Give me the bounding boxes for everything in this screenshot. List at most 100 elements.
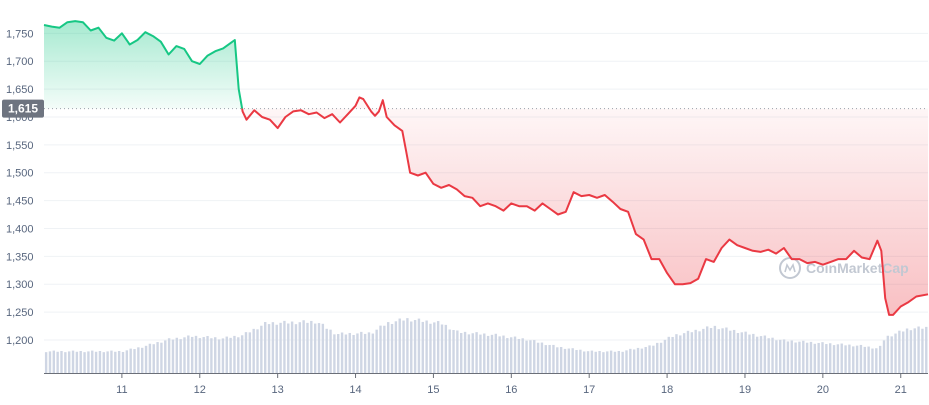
volume-bar: [583, 351, 586, 373]
volume-bar: [517, 338, 521, 373]
volume-bar: [56, 351, 59, 373]
volume-bar: [606, 351, 609, 373]
volume-bar: [133, 349, 136, 373]
volume-bar: [229, 337, 232, 373]
volume-bar: [402, 320, 405, 373]
volume-bar: [648, 345, 651, 373]
volume-bar: [640, 348, 644, 373]
volume-bar: [875, 348, 878, 373]
volume-bar: [802, 340, 805, 373]
volume-bar: [244, 332, 248, 373]
volume-bar: [390, 323, 394, 373]
volume-bar: [75, 351, 79, 373]
volume-bar: [552, 344, 555, 373]
volume-bar: [752, 333, 755, 373]
volume-bar: [917, 326, 920, 373]
volume-bar: [471, 333, 474, 373]
reference-price-label: 1,615: [8, 102, 38, 116]
volume-bar: [763, 335, 767, 373]
volume-bar: [767, 338, 770, 373]
volume-bar: [863, 346, 866, 373]
volume-bar: [44, 352, 48, 373]
reference-price-badge: 1,615: [2, 99, 44, 118]
volume-bar: [267, 324, 271, 373]
volume-bar: [290, 321, 294, 373]
volume-bar: [759, 336, 763, 373]
y-tick-label: 1,300: [6, 279, 34, 291]
volume-bar: [436, 321, 440, 373]
x-tick-label: 13: [272, 384, 284, 396]
volume-bar: [513, 336, 517, 373]
volume-bar: [302, 320, 305, 373]
volume-bar: [333, 334, 336, 373]
volume-bar: [682, 333, 686, 373]
volume-bar: [832, 345, 836, 373]
x-tick-label: 20: [817, 384, 829, 396]
volume-bar: [563, 348, 567, 373]
volume-bar: [375, 329, 378, 373]
volume-bar: [798, 341, 801, 373]
volume-bar: [425, 320, 428, 373]
volume-bar: [686, 330, 690, 373]
volume-bar: [48, 351, 52, 373]
volume-bar: [721, 328, 724, 373]
volume-bar: [813, 343, 817, 373]
volume-bar: [298, 322, 301, 373]
volume-bar: [117, 350, 121, 373]
price-line-down: [241, 96, 929, 316]
volume-bar: [805, 342, 809, 373]
coinmarketcap-logo-icon: [779, 257, 801, 279]
volume-bar: [886, 335, 890, 373]
volume-bar: [325, 328, 328, 373]
volume-bar: [406, 318, 409, 373]
volume-bar: [225, 336, 228, 373]
y-tick-label: 1,350: [6, 251, 34, 263]
volume-bar: [867, 346, 870, 373]
volume-bar: [194, 335, 198, 373]
x-tick-label: 11: [116, 384, 127, 396]
volume-bar: [386, 322, 390, 373]
x-tick-label: 17: [583, 384, 595, 396]
y-tick-label: 1,400: [6, 223, 34, 235]
volume-bar: [690, 332, 694, 373]
volume-bar: [656, 342, 659, 373]
volume-bar: [410, 321, 413, 373]
x-tick-label: 19: [739, 384, 751, 396]
volume-bar: [790, 340, 793, 373]
volume-bars: [44, 318, 928, 373]
volume-bar: [264, 321, 267, 373]
volume-bar: [87, 351, 90, 373]
volume-bar: [821, 342, 824, 373]
volume-bar: [202, 337, 205, 373]
volume-bar: [429, 323, 432, 373]
volume-bar: [521, 338, 524, 373]
volume-bar: [925, 326, 928, 373]
area-fill-down: [242, 97, 929, 315]
volume-bar: [129, 348, 132, 373]
volume-bar: [486, 335, 490, 373]
volume-bar: [748, 334, 751, 373]
y-tick-label: 1,200: [6, 335, 34, 347]
volume-bar: [529, 340, 532, 373]
volume-bar: [644, 347, 647, 373]
volume-bar: [344, 334, 348, 373]
volume-bar: [533, 340, 536, 373]
volume-bar: [352, 334, 355, 373]
x-tick-label: 21: [895, 384, 907, 396]
volume-bar: [206, 336, 209, 373]
volume-bar: [240, 335, 244, 373]
x-tick-label: 14: [349, 384, 361, 396]
watermark-text: CoinMarketCap: [806, 260, 909, 276]
volume-bar: [882, 340, 886, 373]
volume-bar: [625, 350, 628, 373]
x-tick-label: 18: [661, 384, 673, 396]
volume-bar: [221, 338, 225, 373]
volume-bar: [548, 344, 551, 373]
y-tick-label: 1,650: [6, 84, 34, 96]
x-axis: 11 12 13 14 15 16 17 18 19 20 21: [116, 373, 907, 396]
volume-bar: [456, 330, 459, 373]
volume-bar: [252, 328, 255, 373]
volume-bar: [310, 320, 313, 373]
volume-bar: [556, 347, 559, 373]
